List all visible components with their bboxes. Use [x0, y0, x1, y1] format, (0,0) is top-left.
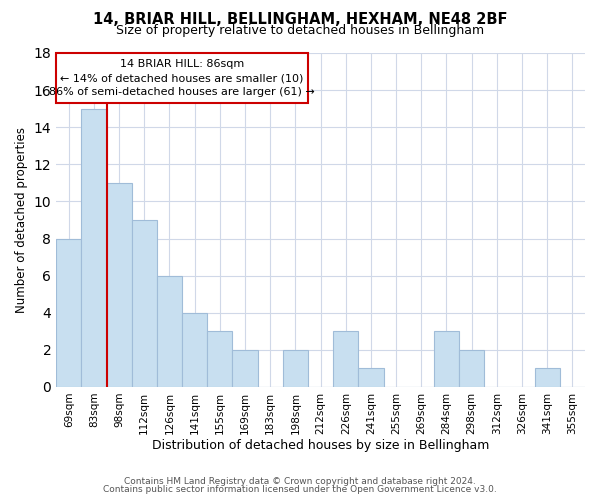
Bar — [182, 312, 207, 387]
Bar — [56, 238, 82, 387]
Bar — [459, 350, 484, 387]
Bar — [207, 332, 232, 387]
Bar — [283, 350, 308, 387]
Bar — [132, 220, 157, 387]
Y-axis label: Number of detached properties: Number of detached properties — [15, 127, 28, 313]
Bar — [157, 276, 182, 387]
Bar — [434, 332, 459, 387]
X-axis label: Distribution of detached houses by size in Bellingham: Distribution of detached houses by size … — [152, 440, 489, 452]
Bar — [358, 368, 383, 387]
Bar — [333, 332, 358, 387]
Bar — [535, 368, 560, 387]
Text: 14 BRIAR HILL: 86sqm
← 14% of detached houses are smaller (10)
86% of semi-detac: 14 BRIAR HILL: 86sqm ← 14% of detached h… — [49, 59, 315, 97]
Text: Contains HM Land Registry data © Crown copyright and database right 2024.: Contains HM Land Registry data © Crown c… — [124, 477, 476, 486]
Bar — [82, 108, 107, 387]
Bar — [232, 350, 257, 387]
FancyBboxPatch shape — [56, 53, 308, 103]
Text: Size of property relative to detached houses in Bellingham: Size of property relative to detached ho… — [116, 24, 484, 37]
Bar — [107, 183, 132, 387]
Text: 14, BRIAR HILL, BELLINGHAM, HEXHAM, NE48 2BF: 14, BRIAR HILL, BELLINGHAM, HEXHAM, NE48… — [93, 12, 507, 28]
Text: Contains public sector information licensed under the Open Government Licence v3: Contains public sector information licen… — [103, 484, 497, 494]
